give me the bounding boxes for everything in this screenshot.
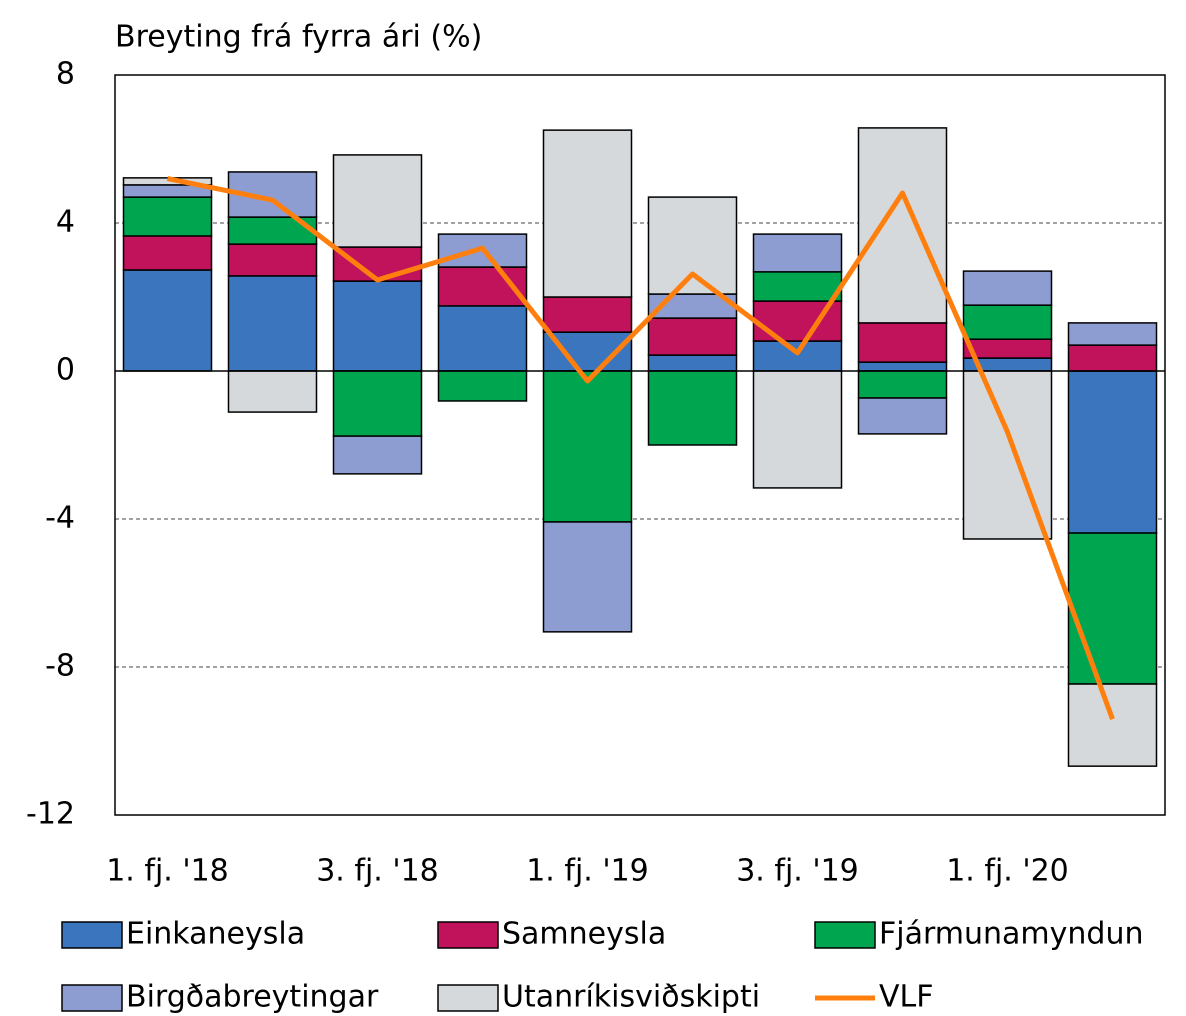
bar-segment — [122, 269, 213, 372]
x-tick-label: 1. fj. '20 — [946, 854, 1069, 889]
bar-segment — [332, 370, 423, 437]
bar-segment — [647, 370, 738, 446]
y-tick-label: -8 — [45, 649, 75, 684]
bar-segment — [752, 233, 843, 273]
legend-label: Birgðabreytingar — [126, 980, 379, 1015]
bar-segment — [227, 243, 318, 277]
bar-segment — [332, 280, 423, 372]
axis-title: Breyting frá fyrra ári (%) — [115, 20, 482, 55]
bar-segment — [647, 196, 738, 295]
bar-segment — [1067, 532, 1158, 685]
bar-segment — [857, 361, 948, 372]
bar-segment — [647, 354, 738, 372]
legend-label: Einkaneysla — [126, 917, 305, 952]
bar-segment — [1067, 344, 1158, 372]
bar-segment — [122, 235, 213, 271]
bar-segment — [227, 275, 318, 372]
y-tick-label: -4 — [45, 501, 75, 536]
legend-swatch — [437, 921, 499, 949]
legend-swatch — [61, 921, 123, 949]
bar-segment — [227, 370, 318, 413]
bar-segment — [857, 127, 948, 324]
plot-frame — [114, 74, 1166, 816]
bar-segment — [1067, 322, 1158, 346]
bar-segment — [857, 322, 948, 363]
legend-label: Utanríkisviðskipti — [502, 980, 760, 1015]
bar-segment — [857, 397, 948, 435]
bar-segment — [857, 370, 948, 399]
bar-segment — [437, 370, 528, 402]
x-tick-label: 3. fj. '18 — [316, 854, 439, 889]
y-tick-label: 8 — [56, 57, 75, 92]
line — [166, 176, 1115, 721]
bar-segment — [542, 370, 633, 523]
y-tick-label: 4 — [56, 205, 75, 240]
bar-segment — [1067, 370, 1158, 534]
bar-segment — [962, 338, 1053, 359]
legend-label: VLF — [879, 980, 934, 1015]
bar-segment — [542, 296, 633, 333]
bar-segment — [752, 370, 843, 489]
y-tick-label: 0 — [56, 353, 75, 388]
legend-swatch — [61, 984, 123, 1012]
x-tick-label: 1. fj. '19 — [526, 854, 649, 889]
bar-segment — [752, 271, 843, 302]
bar-segment — [542, 521, 633, 633]
bar-segment — [332, 246, 423, 282]
legend-label: Fjármunamyndun — [879, 917, 1143, 952]
x-tick-label: 3. fj. '19 — [736, 854, 859, 889]
legend-swatch — [437, 984, 499, 1012]
bar-segment — [122, 177, 213, 186]
bar-segment — [752, 340, 843, 372]
legend-label: Samneysla — [502, 917, 666, 952]
bar-segment — [542, 129, 633, 298]
x-tick-label: 1. fj. '18 — [106, 854, 229, 889]
bar-segment — [1067, 683, 1158, 767]
bar-segment — [962, 270, 1053, 306]
bar-segment — [437, 305, 528, 372]
bar-segment — [332, 435, 423, 475]
bar-segment — [962, 304, 1053, 340]
bar-segment — [332, 154, 423, 248]
y-tick-label: -12 — [26, 797, 75, 832]
bar-segment — [647, 317, 738, 356]
bar-segment — [122, 196, 213, 237]
legend-swatch — [814, 921, 876, 949]
